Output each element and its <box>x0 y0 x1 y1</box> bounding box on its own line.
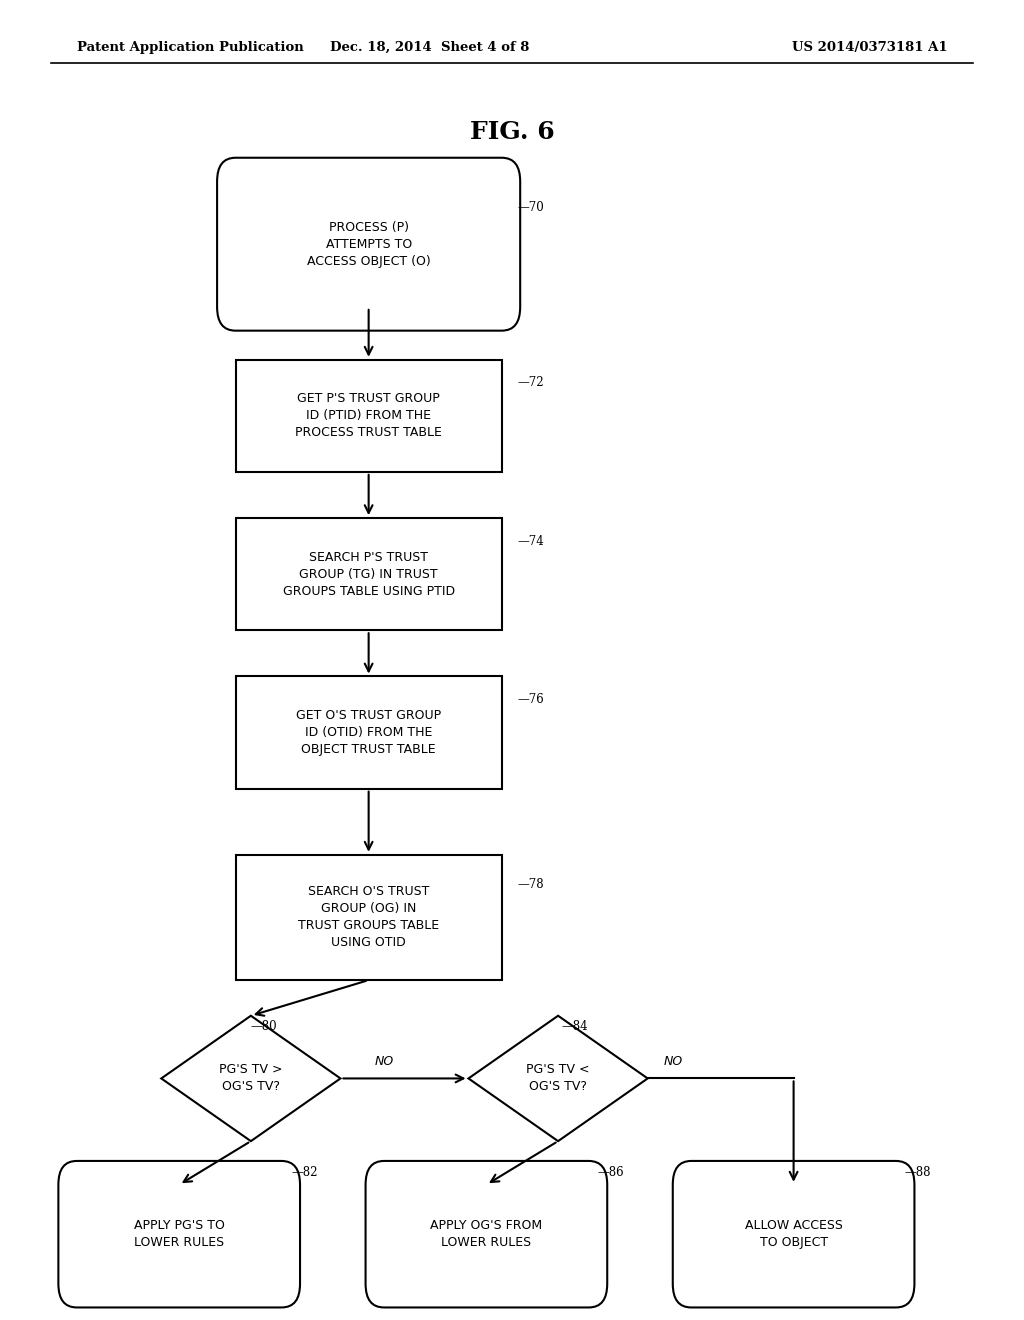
FancyBboxPatch shape <box>217 158 520 331</box>
Text: NO: NO <box>664 1055 683 1068</box>
FancyBboxPatch shape <box>366 1162 607 1307</box>
Text: Dec. 18, 2014  Sheet 4 of 8: Dec. 18, 2014 Sheet 4 of 8 <box>331 41 529 54</box>
Bar <box>236 359 502 471</box>
Text: FIG. 6: FIG. 6 <box>470 120 554 144</box>
Bar <box>236 676 502 788</box>
Text: Patent Application Publication: Patent Application Publication <box>77 41 303 54</box>
Text: —78: —78 <box>517 878 544 891</box>
Text: —86: —86 <box>597 1166 624 1179</box>
Bar <box>236 855 502 979</box>
Text: SEARCH P'S TRUST
GROUP (TG) IN TRUST
GROUPS TABLE USING PTID: SEARCH P'S TRUST GROUP (TG) IN TRUST GRO… <box>283 550 455 598</box>
Text: —82: —82 <box>292 1166 318 1179</box>
Text: GET P'S TRUST GROUP
ID (PTID) FROM THE
PROCESS TRUST TABLE: GET P'S TRUST GROUP ID (PTID) FROM THE P… <box>295 392 442 440</box>
Text: ALLOW ACCESS
TO OBJECT: ALLOW ACCESS TO OBJECT <box>744 1220 843 1249</box>
Text: GET O'S TRUST GROUP
ID (OTID) FROM THE
OBJECT TRUST TABLE: GET O'S TRUST GROUP ID (OTID) FROM THE O… <box>296 709 441 756</box>
Text: APPLY PG'S TO
LOWER RULES: APPLY PG'S TO LOWER RULES <box>134 1220 224 1249</box>
Text: —70: —70 <box>517 201 544 214</box>
Text: NO: NO <box>375 1055 393 1068</box>
Text: US 2014/0373181 A1: US 2014/0373181 A1 <box>792 41 947 54</box>
Text: —88: —88 <box>904 1166 931 1179</box>
Text: APPLY OG'S FROM
LOWER RULES: APPLY OG'S FROM LOWER RULES <box>430 1220 543 1249</box>
Text: —76: —76 <box>517 693 544 706</box>
Polygon shape <box>469 1016 648 1140</box>
Text: PROCESS (P)
ATTEMPTS TO
ACCESS OBJECT (O): PROCESS (P) ATTEMPTS TO ACCESS OBJECT (O… <box>307 220 430 268</box>
Text: —74: —74 <box>517 535 544 548</box>
Text: —72: —72 <box>517 376 544 389</box>
Text: PG'S TV <
OG'S TV?: PG'S TV < OG'S TV? <box>526 1064 590 1093</box>
Polygon shape <box>162 1016 340 1140</box>
Text: PG'S TV >
OG'S TV?: PG'S TV > OG'S TV? <box>219 1064 283 1093</box>
Text: SEARCH O'S TRUST
GROUP (OG) IN
TRUST GROUPS TABLE
USING OTID: SEARCH O'S TRUST GROUP (OG) IN TRUST GRO… <box>298 886 439 949</box>
FancyBboxPatch shape <box>673 1162 914 1307</box>
Text: —80: —80 <box>251 1020 278 1034</box>
Bar <box>236 519 502 631</box>
Text: —84: —84 <box>561 1020 588 1034</box>
FancyBboxPatch shape <box>58 1162 300 1307</box>
